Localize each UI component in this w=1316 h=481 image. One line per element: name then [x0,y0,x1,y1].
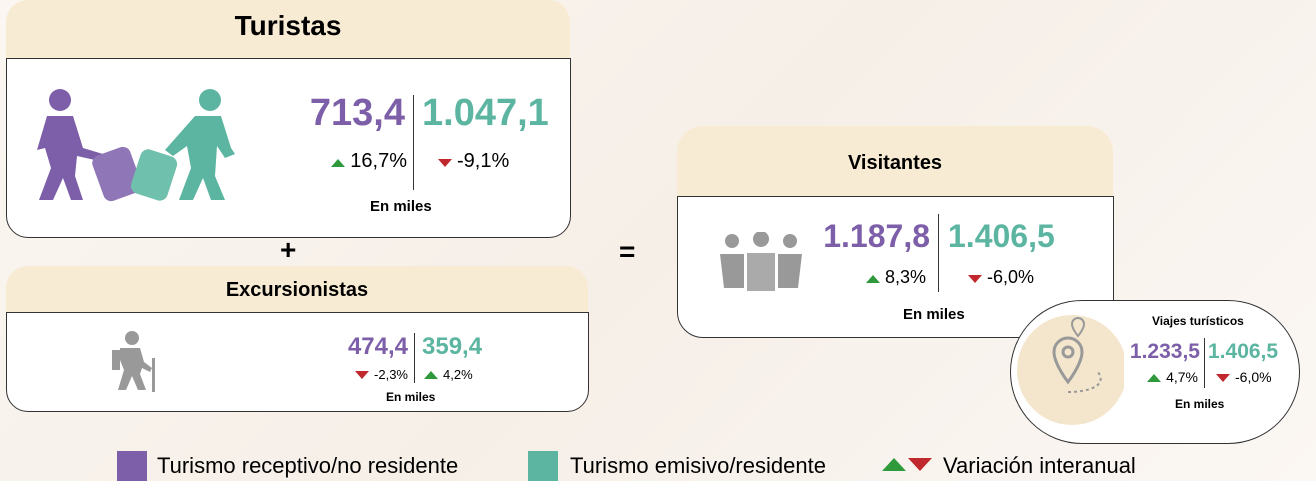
card-title: Viajes turísticos [1152,314,1244,328]
variation: 16,7% [312,150,407,173]
legend-label: Turismo receptivo/no residente [157,453,459,478]
legend-arrows [882,458,937,476]
variation: -6,0% [968,267,1034,288]
value-receptivo: 1.233,5 [1129,340,1200,363]
plus-sign: + [280,234,297,265]
divider [414,333,415,383]
unit: En miles [386,390,436,404]
location-icon [1017,315,1124,425]
value-emisivo: 1.406,5 [948,218,1055,254]
divider [938,214,939,292]
hiker-icon [112,331,155,392]
legend-label: Turismo emisivo/residente [570,453,826,478]
card [6,58,571,238]
variation: -6,0% [1216,369,1272,385]
variation-value: 8,3% [884,267,926,287]
value-emisivo: 359,4 [422,333,483,360]
unit: En miles [370,198,432,215]
divider [1204,338,1205,388]
value-emisivo: 1.047,1 [422,92,549,134]
legend-swatch [528,451,558,481]
value-receptivo: 1.187,8 [823,218,930,254]
value-receptivo: 713,4 [309,92,405,134]
variation-value: 16,7% [350,150,407,172]
variation: 4,7% [1130,369,1198,385]
group-icon [720,232,802,293]
variation-value: -2,3% [374,367,408,382]
variation-value: 4,2% [443,367,473,382]
variation: 8,3% [840,267,926,288]
value-emisivo: 1.406,5 [1208,340,1279,363]
variation: 4,2% [424,367,473,382]
card-title: Excursionistas [6,266,588,312]
variation: -9,1% [438,150,509,173]
variation: -2,3% [340,367,408,382]
card-title: Visitantes [677,126,1113,196]
unit: En miles [1175,397,1225,411]
legend-swatch [117,451,147,481]
legend-label: Variación interanual [943,453,1136,478]
variation-value: -6,0% [987,267,1035,287]
travellers-icon [37,89,235,202]
card [6,312,589,412]
variation-value: 4,7% [1166,369,1198,385]
value-receptivo: 474,4 [347,333,408,360]
unit: En miles [903,306,965,323]
variation-value: -9,1% [457,150,510,172]
equals-sign: = [619,236,636,267]
variation-value: -6,0% [1235,369,1272,385]
card-title: Turistas [6,0,570,58]
divider [413,95,414,190]
